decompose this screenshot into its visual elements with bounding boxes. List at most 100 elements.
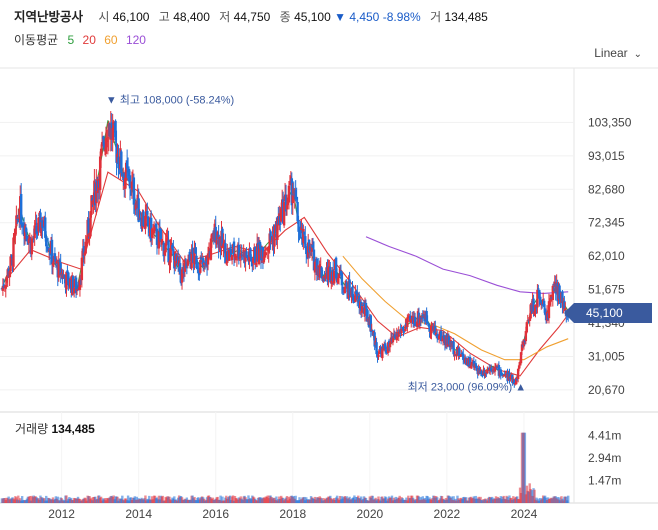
x-tick-label: 2018 bbox=[279, 507, 306, 521]
candle-body bbox=[462, 353, 465, 360]
candle-body bbox=[63, 274, 66, 278]
scale-dropdown[interactable]: Linear ⌄ bbox=[594, 46, 642, 60]
candle-body bbox=[520, 344, 524, 351]
candle-body bbox=[533, 311, 536, 315]
candle-body bbox=[78, 278, 82, 291]
candle-body bbox=[180, 269, 184, 283]
candle-body bbox=[191, 247, 194, 255]
candle-body bbox=[363, 304, 367, 316]
candle-body bbox=[435, 332, 438, 336]
volume-bar bbox=[116, 496, 119, 503]
candle-body bbox=[269, 231, 272, 240]
candle-body bbox=[2, 284, 6, 288]
candle-body bbox=[237, 244, 241, 260]
candle-body bbox=[34, 222, 37, 226]
candle-body bbox=[413, 316, 417, 327]
candle-body bbox=[31, 238, 34, 240]
candle-body bbox=[458, 348, 461, 356]
candle-body bbox=[228, 249, 231, 261]
candle-body bbox=[152, 229, 156, 234]
y-tick-label: 62,010 bbox=[588, 249, 625, 263]
candle-body bbox=[295, 197, 298, 200]
candle-body bbox=[154, 223, 158, 227]
candle-body bbox=[44, 217, 47, 238]
quote-header: 지역난방공사 시 46,100 고 48,400 저 44,750 종 45,1… bbox=[14, 6, 488, 24]
candle-body bbox=[30, 238, 33, 255]
candle-body bbox=[469, 365, 473, 368]
candle-body bbox=[65, 271, 68, 290]
y-tick-label: 82,680 bbox=[588, 182, 625, 196]
high-value: 48,400 bbox=[173, 10, 210, 24]
candle-body bbox=[409, 315, 412, 321]
candle-body bbox=[95, 182, 98, 204]
moving-average-legend[interactable]: 이동평균 5 20 60 120 bbox=[14, 31, 149, 48]
volume-bar bbox=[121, 495, 124, 503]
candle-body bbox=[323, 277, 326, 282]
candle-body bbox=[146, 210, 149, 215]
candle-body bbox=[436, 334, 439, 338]
candle-body bbox=[19, 193, 23, 225]
volume-bar bbox=[43, 498, 46, 503]
candle-body bbox=[425, 311, 428, 323]
candle-body bbox=[40, 222, 43, 236]
candle-body bbox=[426, 321, 429, 323]
volume-bar bbox=[558, 497, 561, 503]
candle-body bbox=[172, 248, 175, 256]
candle-body bbox=[474, 363, 477, 367]
volume-bar bbox=[294, 495, 297, 503]
candle-body bbox=[315, 258, 319, 276]
candle-body bbox=[504, 374, 507, 376]
volume-bar bbox=[219, 495, 222, 503]
volume-bar bbox=[65, 495, 68, 503]
candle-body bbox=[114, 120, 117, 141]
candle-body bbox=[355, 291, 358, 295]
candle-body bbox=[178, 263, 182, 274]
change-percent: -8.98% bbox=[382, 10, 421, 24]
candle-body bbox=[37, 217, 40, 232]
candle-body bbox=[8, 271, 11, 278]
candle-body bbox=[354, 291, 357, 302]
candle-body bbox=[4, 285, 7, 289]
candle-body bbox=[196, 266, 199, 269]
candle-body bbox=[459, 356, 462, 358]
candle-body bbox=[508, 372, 511, 380]
candle-body bbox=[294, 189, 297, 200]
candle-body bbox=[284, 194, 288, 212]
candle-body bbox=[202, 258, 205, 268]
candle-body bbox=[124, 178, 127, 189]
candle-body bbox=[129, 191, 133, 193]
candle-body bbox=[254, 262, 258, 265]
candle-body bbox=[320, 267, 323, 279]
candle-body bbox=[538, 290, 541, 299]
candle-body bbox=[10, 255, 13, 257]
candle-body bbox=[270, 241, 273, 243]
candle-body bbox=[214, 226, 217, 243]
volume-tick-label: 4.41m bbox=[588, 429, 621, 443]
volume-bar bbox=[390, 495, 394, 503]
volume-bar bbox=[99, 496, 103, 503]
volume-bar bbox=[126, 495, 130, 503]
candle-body bbox=[128, 175, 132, 189]
candle-body bbox=[365, 308, 369, 322]
volume-bar bbox=[45, 495, 48, 503]
volume-bar bbox=[452, 496, 455, 503]
candle-body bbox=[311, 244, 315, 248]
candle-body bbox=[369, 315, 372, 332]
candle-body bbox=[67, 272, 70, 286]
volume-bar bbox=[535, 497, 538, 503]
candle-body bbox=[345, 282, 348, 287]
candle-body bbox=[452, 341, 455, 355]
candle-body bbox=[332, 270, 336, 284]
candle-body bbox=[519, 352, 523, 364]
candle-body bbox=[233, 253, 237, 258]
candle-body bbox=[254, 246, 257, 263]
candle-body bbox=[526, 320, 529, 322]
y-tick-label: 72,345 bbox=[588, 216, 625, 230]
volume-bar bbox=[398, 495, 401, 503]
candle-body bbox=[162, 242, 165, 257]
candle-body bbox=[513, 379, 516, 385]
candle-body bbox=[153, 225, 157, 230]
candle-body bbox=[150, 228, 154, 238]
volume-bar bbox=[436, 497, 439, 503]
